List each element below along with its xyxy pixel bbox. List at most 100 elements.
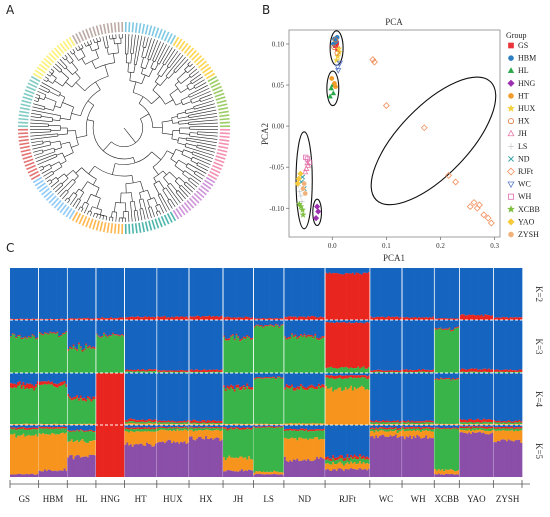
admix-segment bbox=[246, 386, 249, 424]
admix-segment bbox=[464, 422, 467, 424]
admix-segment bbox=[402, 320, 405, 370]
admix-segment bbox=[369, 420, 372, 423]
admix-segment bbox=[106, 268, 109, 319]
admix-segment bbox=[409, 317, 412, 320]
tree-arc bbox=[188, 177, 191, 181]
admix-segment bbox=[321, 423, 324, 425]
tree-branch bbox=[174, 180, 181, 187]
admix-segment bbox=[411, 422, 414, 424]
tree-tip-label bbox=[134, 223, 138, 234]
admix-segment bbox=[330, 322, 333, 367]
admix-segment bbox=[174, 427, 177, 429]
admix-segment bbox=[269, 324, 272, 326]
admix-segment bbox=[464, 268, 467, 316]
tree-branch bbox=[182, 101, 192, 106]
admix-segment bbox=[453, 428, 457, 472]
admix-segment bbox=[470, 428, 473, 432]
admix-segment bbox=[51, 428, 54, 434]
admix-segment bbox=[477, 432, 480, 477]
tree-branch bbox=[191, 153, 212, 162]
admix-segment bbox=[146, 427, 149, 430]
admix-segment bbox=[504, 428, 507, 431]
admix-segment bbox=[326, 468, 330, 477]
admix-segment bbox=[11, 268, 14, 320]
admix-segment bbox=[63, 425, 66, 427]
admix-segment bbox=[507, 320, 510, 371]
admix-segment bbox=[189, 320, 192, 370]
tree-branch bbox=[65, 58, 71, 64]
admix-segment bbox=[35, 425, 38, 428]
admix-segment bbox=[63, 332, 66, 334]
admix-segment bbox=[215, 316, 219, 320]
admix-segment bbox=[292, 373, 295, 388]
admix-segment bbox=[187, 423, 190, 425]
admix-segment bbox=[328, 464, 331, 471]
tree-branch bbox=[72, 198, 79, 207]
admix-segment bbox=[394, 320, 398, 371]
admix-segment bbox=[430, 317, 433, 320]
admix-segment bbox=[33, 425, 36, 428]
admix-segment bbox=[430, 425, 433, 428]
admix-segment bbox=[453, 268, 457, 319]
admix-segment bbox=[376, 422, 380, 424]
admix-segment bbox=[470, 373, 473, 419]
admix-segment bbox=[151, 427, 154, 429]
admix-segment bbox=[217, 370, 220, 373]
admix-segment bbox=[94, 373, 97, 397]
admix-segment bbox=[461, 422, 464, 424]
admix-segment bbox=[129, 418, 133, 422]
admix-segment bbox=[418, 373, 421, 422]
tree-branch bbox=[163, 177, 170, 185]
admix-segment bbox=[45, 333, 48, 373]
legend-title: Group bbox=[506, 31, 526, 40]
admix-segment bbox=[249, 387, 253, 390]
admix-segment bbox=[104, 425, 108, 477]
admix-segment bbox=[192, 422, 195, 424]
admix-segment bbox=[282, 425, 285, 427]
admix-segment bbox=[308, 429, 312, 432]
admix-segment bbox=[489, 426, 492, 429]
tree-arc bbox=[38, 95, 41, 101]
tree-branch bbox=[38, 165, 43, 168]
admix-segment bbox=[359, 454, 362, 457]
admix-segment bbox=[169, 425, 172, 427]
tree-tip-label bbox=[53, 47, 62, 57]
admix-segment bbox=[11, 334, 14, 373]
admix-segment bbox=[58, 383, 61, 387]
admix-segment bbox=[146, 420, 149, 423]
admix-segment bbox=[187, 320, 190, 371]
admix-segment bbox=[296, 339, 299, 373]
admix-segment bbox=[17, 473, 20, 477]
admix-segment bbox=[291, 320, 294, 334]
admix-segment bbox=[414, 316, 417, 320]
admix-segment bbox=[169, 370, 172, 372]
admix-segment bbox=[240, 320, 244, 339]
admix-segment bbox=[339, 461, 342, 469]
admix-segment bbox=[138, 428, 142, 432]
admix-segment bbox=[412, 268, 415, 318]
admix-segment bbox=[480, 433, 483, 477]
admix-segment bbox=[94, 440, 97, 456]
admix-segment bbox=[484, 419, 487, 422]
legend-swatch-jh bbox=[507, 129, 515, 137]
admix-segment bbox=[230, 336, 233, 373]
admix-segment bbox=[355, 322, 358, 369]
tree-tip-label bbox=[23, 158, 34, 164]
admix-segment bbox=[69, 320, 72, 347]
admix-segment bbox=[258, 425, 261, 427]
admix-segment bbox=[172, 424, 176, 425]
admix-segment bbox=[81, 320, 84, 350]
admix-segment bbox=[489, 423, 492, 425]
admix-segment bbox=[351, 425, 355, 457]
tree-arc bbox=[184, 143, 187, 147]
admix-segment bbox=[144, 370, 147, 372]
tree-tip-label bbox=[218, 106, 229, 111]
admix-segment bbox=[78, 318, 81, 320]
admix-segment bbox=[224, 460, 227, 472]
tree-branch bbox=[90, 211, 93, 216]
admix-segment bbox=[240, 340, 244, 373]
admix-segment bbox=[518, 430, 521, 440]
admix-segment bbox=[88, 423, 91, 425]
admix-segment bbox=[129, 422, 133, 425]
admix-segment bbox=[17, 423, 20, 425]
